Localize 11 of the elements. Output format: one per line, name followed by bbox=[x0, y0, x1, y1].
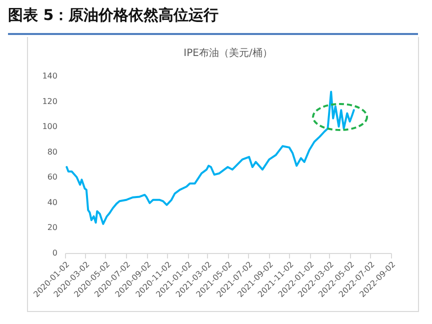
chart-subtitle: IPE布油（美元/桶） bbox=[184, 47, 272, 59]
y-tick-label: 140 bbox=[42, 72, 58, 80]
chart-title: 图表 5：原油价格依然高位运行 bbox=[8, 6, 219, 25]
line-series bbox=[66, 90, 355, 225]
y-tick-label: 80 bbox=[47, 147, 58, 156]
y-tick-label: 40 bbox=[47, 198, 58, 207]
y-tick-label: 60 bbox=[47, 172, 58, 182]
y-tick-label: 100 bbox=[42, 122, 58, 132]
y-tick-label: 0 bbox=[52, 248, 58, 258]
y-tick-label: 120 bbox=[42, 96, 58, 106]
y-tick-label: 20 bbox=[47, 223, 58, 232]
